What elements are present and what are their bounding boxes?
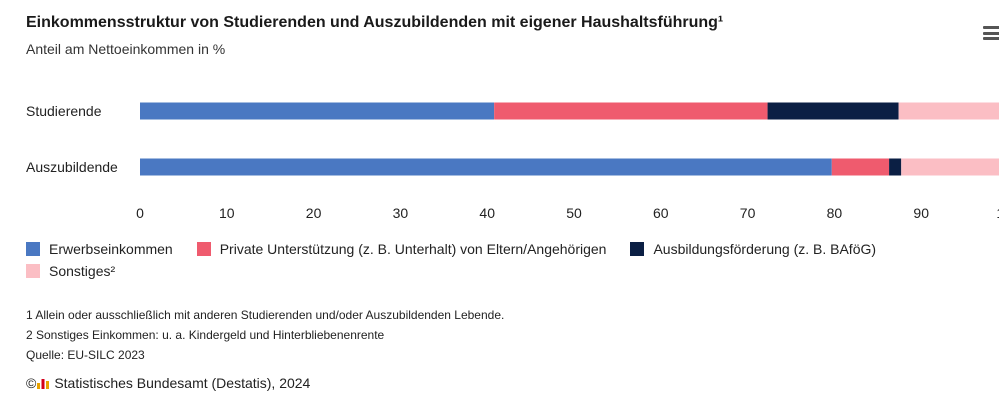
copyright: © Statistisches Bundesamt (Destatis), 20… — [26, 375, 310, 391]
bar-segment[interactable] — [898, 102, 999, 120]
legend-label: Private Unterstützung (z. B. Unterhalt) … — [219, 241, 607, 257]
legend-label: Erwerbseinkommen — [49, 241, 173, 257]
bar-segment[interactable] — [140, 102, 495, 120]
copyright-symbol: © — [26, 375, 37, 391]
category-label: Auszubildende — [26, 159, 118, 175]
legend-item[interactable]: Erwerbseinkommen — [26, 241, 173, 257]
legend-item[interactable]: Sonstiges² — [26, 263, 115, 279]
x-tick-label: 10 — [219, 205, 235, 221]
footnotes: 1 Allein oder ausschließlich mit anderen… — [26, 305, 504, 365]
x-tick-label: 70 — [740, 205, 756, 221]
category-label: Studierende — [26, 103, 102, 119]
chart-title: Einkommensstruktur von Studierenden und … — [26, 14, 724, 31]
bar-segment[interactable] — [831, 158, 890, 176]
x-tick-label: 30 — [393, 205, 409, 221]
x-tick-label: 40 — [479, 205, 495, 221]
footnote-2: 2 Sonstiges Einkommen: u. a. Kindergeld … — [26, 328, 385, 342]
legend-swatch — [630, 242, 645, 256]
x-tick-label: 50 — [566, 205, 582, 221]
destatis-logo-icon — [36, 377, 50, 389]
x-tick-label: 20 — [306, 205, 322, 221]
x-tick-label: 0 — [136, 205, 144, 221]
legend-label: Sonstiges² — [49, 263, 116, 279]
source-note: Quelle: EU-SILC 2023 — [26, 348, 145, 362]
bar-segment[interactable] — [889, 158, 902, 176]
legend-item[interactable]: Ausbildungsförderung (z. B. BAföG) — [630, 241, 876, 257]
legend-item[interactable]: Private Unterstützung (z. B. Unterhalt) … — [196, 241, 607, 257]
x-tick-label: 60 — [653, 205, 669, 221]
bar-segment[interactable] — [901, 158, 999, 176]
x-tick-label: 80 — [827, 205, 843, 221]
hamburger-menu-icon[interactable] — [983, 26, 999, 40]
stacked-bar-chart: Studierende Auszubildende 0 10 20 30 40 50 60 70 8… — [26, 102, 999, 221]
bar-segment[interactable] — [140, 158, 832, 176]
bar-segment[interactable] — [767, 102, 899, 120]
chart-legend: Erwerbseinkommen Private Unterstützung (z… — [26, 238, 986, 282]
legend-swatch — [26, 264, 40, 278]
legend-swatch — [196, 242, 211, 256]
legend-swatch — [26, 242, 40, 256]
legend-label: Ausbildungsförderung (z. B. BAföG) — [653, 241, 877, 257]
bar-segment[interactable] — [494, 102, 768, 120]
x-tick-label: 100 — [996, 205, 999, 221]
chart-subtitle: Anteil am Nettoeinkommen in % — [26, 41, 226, 57]
footnote-1: 1 Allein oder ausschließlich mit anderen… — [26, 308, 505, 322]
copyright-text: Statistisches Bundesamt (Destatis), 2024 — [54, 375, 311, 391]
x-tick-label: 90 — [913, 205, 929, 221]
